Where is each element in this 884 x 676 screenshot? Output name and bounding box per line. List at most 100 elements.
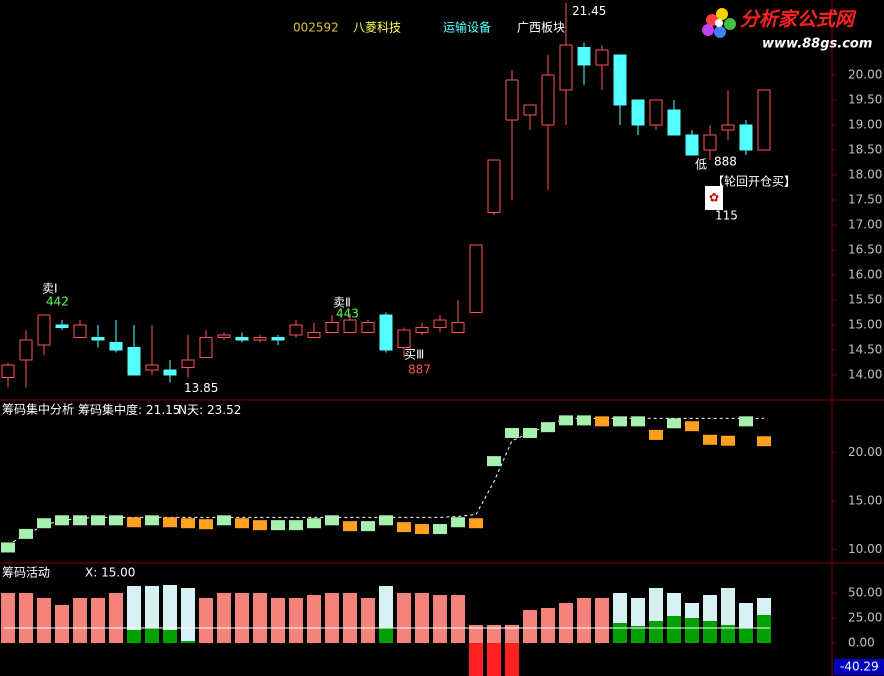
activity-bar <box>1 593 15 643</box>
candle-body <box>235 337 249 341</box>
candle-body <box>37 314 51 346</box>
candle-body <box>739 124 753 151</box>
logo <box>702 8 736 38</box>
candle-body <box>217 334 231 338</box>
annotation: 115 <box>715 209 738 223</box>
candle-body <box>199 337 213 358</box>
annotation: 卖Ⅰ <box>42 282 58 296</box>
y-tick-label: 14.50 <box>848 343 882 357</box>
activity-bar <box>271 598 285 643</box>
y-tick-label: 14.00 <box>848 368 882 382</box>
signal-icon <box>705 186 723 210</box>
concentration-square <box>163 517 177 528</box>
annotation: 【轮回开仓买】 <box>712 175 796 189</box>
region: 广西板块 <box>517 21 565 35</box>
candle-body <box>379 314 393 351</box>
concentration-square <box>703 434 717 445</box>
concentration-square <box>343 521 357 532</box>
concentration-square <box>217 515 231 526</box>
activity-bar <box>559 603 573 643</box>
annotation: 低 <box>695 158 707 172</box>
candle-body <box>667 109 681 136</box>
activity-bar <box>181 588 195 643</box>
marker-label: -40.29 <box>840 660 879 674</box>
concentration-square <box>235 518 249 529</box>
y-tick-label: 15.50 <box>848 293 882 307</box>
activity-bar <box>181 641 195 643</box>
y-tick-label: 25.00 <box>848 611 882 625</box>
concentration-square <box>19 528 33 539</box>
candle-body <box>325 322 339 333</box>
activity-bar <box>379 628 393 643</box>
candle-body <box>523 104 537 116</box>
y-tick-label: 18.50 <box>848 143 882 157</box>
panel-title: 筹码活动 <box>2 566 50 580</box>
candle-body <box>73 324 87 338</box>
y-tick-label: 20.00 <box>848 68 882 82</box>
candle-body <box>685 134 699 156</box>
candle-body <box>451 322 465 333</box>
activity-bar <box>199 598 213 643</box>
concentration-square <box>397 522 411 533</box>
activity-bar <box>487 643 501 676</box>
y-tick-label: 19.50 <box>848 93 882 107</box>
legend-value: 21.15 <box>146 403 180 417</box>
signal-icon-glyph: ✿ <box>709 191 719 205</box>
concentration-square <box>487 456 501 467</box>
y-tick-label: 18.00 <box>848 168 882 182</box>
activity-bar <box>469 625 483 643</box>
candle-body <box>631 99 645 126</box>
concentration-square <box>739 416 753 427</box>
concentration-square <box>415 524 429 535</box>
activity-bar <box>343 593 357 643</box>
candle-body <box>19 339 33 361</box>
concentration-square <box>127 517 141 528</box>
marker-box <box>834 659 884 675</box>
watermark-url: www.88gs.com <box>762 37 872 52</box>
candle-body <box>127 347 141 376</box>
concentration-square <box>451 517 465 528</box>
activity-bar <box>505 643 519 676</box>
concentration-square <box>91 515 105 526</box>
activity-bar <box>163 630 177 643</box>
stock-code: 002592 <box>293 21 339 35</box>
candle-body <box>55 324 69 328</box>
panel-title: 筹码集中分析 <box>2 402 74 417</box>
concentration-square <box>289 520 303 531</box>
candle-body <box>109 342 123 351</box>
candle-body <box>469 244 483 313</box>
annotation: 卖Ⅱ <box>333 296 351 310</box>
candle-body <box>703 134 717 151</box>
activity-bar <box>631 626 645 643</box>
concentration-square <box>433 524 447 535</box>
x-line-label: X: 15.00 <box>85 566 135 580</box>
candle-body <box>253 337 267 341</box>
candle-body <box>541 74 555 126</box>
candle-body <box>433 319 447 328</box>
activity-bar <box>307 595 321 643</box>
annotation: 442 <box>46 295 69 309</box>
candle-body <box>577 47 591 66</box>
concentration-square <box>145 515 159 526</box>
activity-bar <box>721 625 735 643</box>
activity-bar <box>55 605 69 643</box>
concentration-square <box>379 515 393 526</box>
concentration-square <box>595 416 609 427</box>
activity-bar <box>487 625 501 643</box>
activity-bar <box>289 598 303 643</box>
concentration-square <box>55 515 69 526</box>
activity-bar <box>577 598 591 643</box>
concentration-square <box>253 520 267 531</box>
legend-entry: N天: 23.52 <box>178 403 241 417</box>
candle-body <box>145 364 159 371</box>
candle-body <box>397 329 411 348</box>
activity-bar <box>253 593 267 643</box>
candle-body <box>595 49 609 66</box>
concentration-square <box>361 521 375 532</box>
annotation: 888 <box>714 155 737 169</box>
concentration-square <box>1 542 15 553</box>
concentration-square <box>577 415 591 426</box>
concentration-square <box>73 515 87 526</box>
concentration-square <box>469 518 483 529</box>
